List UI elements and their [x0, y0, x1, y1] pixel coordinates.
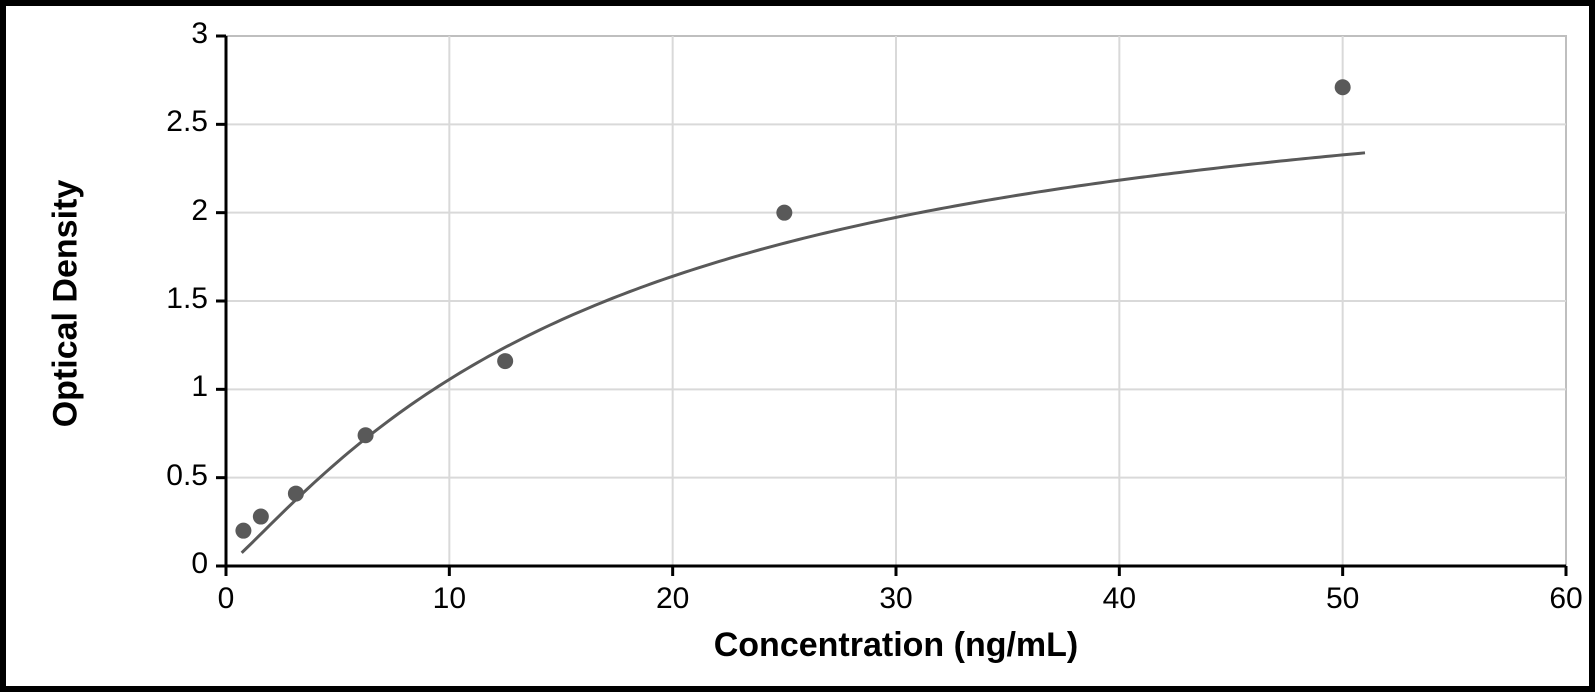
x-tick-label: 60: [1536, 582, 1595, 616]
data-point: [1335, 79, 1351, 95]
data-point: [235, 523, 251, 539]
x-tick-label: 30: [866, 582, 926, 616]
data-point: [253, 509, 269, 525]
y-tick-label: 1.5: [128, 282, 208, 316]
x-tick-label: 10: [419, 582, 479, 616]
y-tick-label: 0: [128, 547, 208, 581]
data-point: [776, 205, 792, 221]
y-tick-label: 2.5: [128, 105, 208, 139]
x-tick-label: 20: [643, 582, 703, 616]
data-point: [358, 427, 374, 443]
y-tick-label: 2: [128, 194, 208, 228]
x-tick-label: 50: [1313, 582, 1373, 616]
x-axis-label: Concentration (ng/mL): [226, 626, 1566, 665]
x-tick-label: 40: [1089, 582, 1149, 616]
chart-frame: Optical Density Concentration (ng/mL) 0 1…: [0, 0, 1595, 692]
y-axis-label: Optical Density: [47, 39, 86, 569]
y-tick-label: 1: [128, 370, 208, 404]
y-tick-label: 3: [128, 17, 208, 51]
data-point: [288, 486, 304, 502]
data-point: [497, 353, 513, 369]
x-tick-label: 0: [196, 582, 256, 616]
y-tick-label: 0.5: [128, 459, 208, 493]
